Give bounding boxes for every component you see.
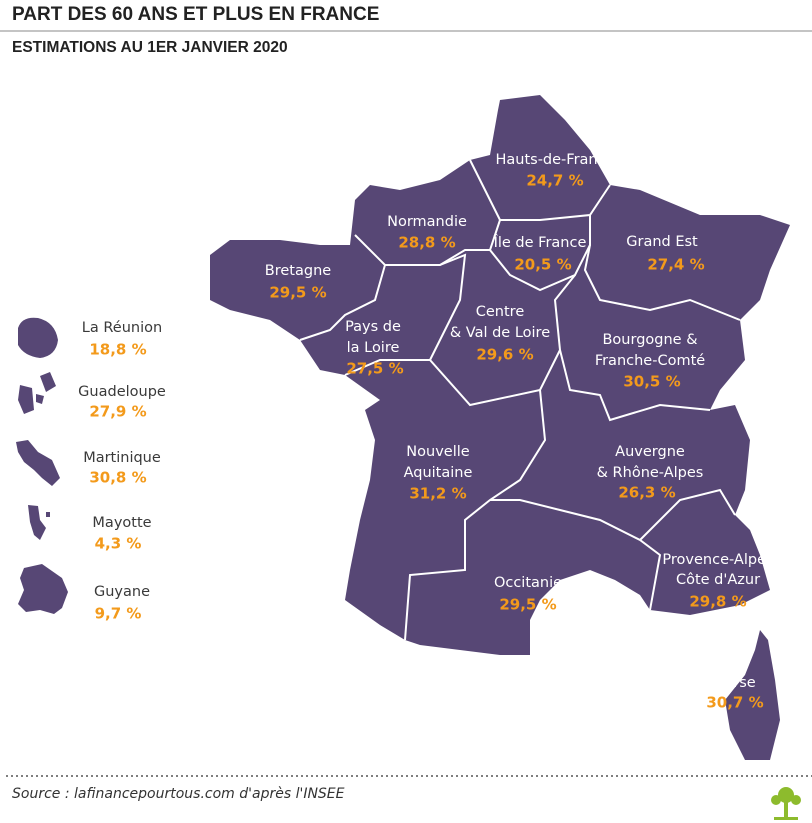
reunion-shape xyxy=(18,317,58,358)
region-value: 29,5 % xyxy=(499,596,556,614)
region-name: Centre xyxy=(476,304,525,320)
region-name: la Loire xyxy=(347,340,400,356)
region-name: Bretagne xyxy=(265,263,331,279)
title: PART DES 60 ANS ET PLUS EN FRANCE xyxy=(12,4,379,25)
region-name: Bourgogne & xyxy=(602,332,697,348)
overseas-value: 30,8 % xyxy=(89,469,146,487)
overseas-name: Mayotte xyxy=(92,515,151,531)
region-name: Pays de xyxy=(345,319,401,335)
region-name: Grand Est xyxy=(626,234,698,250)
region-name: Occitanie xyxy=(494,575,562,591)
region-name: Corse xyxy=(714,675,756,691)
overseas-value: 4,3 % xyxy=(95,535,142,553)
region-name: Normandie xyxy=(387,214,467,230)
region-name: Nouvelle xyxy=(406,444,469,460)
corsica xyxy=(725,630,780,760)
overseas-name: La Réunion xyxy=(82,320,162,336)
region-value: 31,2 % xyxy=(409,485,466,503)
region-borders xyxy=(299,159,741,641)
map xyxy=(210,95,790,760)
region-name: Hauts-de-France xyxy=(495,152,614,168)
region-value: 20,5 % xyxy=(514,256,571,274)
region-value: 30,7 % xyxy=(706,694,763,712)
subtitle: ESTIMATIONS AU 1ER JANVIER 2020 xyxy=(12,39,288,56)
region-value: 27,5 % xyxy=(346,360,403,378)
overseas-name: Guadeloupe xyxy=(78,384,166,400)
overseas-name: Guyane xyxy=(94,584,150,600)
overseas-name: Martinique xyxy=(83,450,161,466)
region-name: & Rhône-Alpes xyxy=(597,465,704,481)
region-value: 29,5 % xyxy=(269,284,326,302)
region-value: 29,8 % xyxy=(689,593,746,611)
mayotte-shape xyxy=(28,505,50,540)
region-value: 30,5 % xyxy=(623,373,680,391)
region-value: 26,3 % xyxy=(618,484,675,502)
guyane-shape xyxy=(18,564,68,614)
region-value: 24,7 % xyxy=(526,172,583,190)
source: Source : lafinancepourtous.com d'après l… xyxy=(12,786,345,802)
region-name: Auvergne xyxy=(615,444,685,460)
region-value: 29,6 % xyxy=(476,346,533,364)
overseas-value: 9,7 % xyxy=(95,605,142,623)
logo xyxy=(771,787,801,820)
overseas-value: 27,9 % xyxy=(89,403,146,421)
overseas-labels: La Réunion 18,8 % Guadeloupe 27,9 % Mart… xyxy=(78,320,166,623)
region-name: Aquitaine xyxy=(404,465,473,481)
region-name: Franche-Comté xyxy=(595,353,705,369)
region-name: Provence-Alpes xyxy=(662,552,773,568)
guadeloupe-shape xyxy=(18,372,56,414)
region-labels: Hauts-de-France 24,7 % Normandie 28,8 % … xyxy=(265,152,774,712)
overseas xyxy=(16,317,68,614)
region-name: Côte d'Azur xyxy=(676,572,760,588)
region-name: Île de France xyxy=(493,233,587,251)
region-value: 27,4 % xyxy=(647,256,704,274)
overseas-value: 18,8 % xyxy=(89,341,146,359)
region-name: & Val de Loire xyxy=(450,325,550,341)
martinique-shape xyxy=(16,440,60,486)
region-value: 28,8 % xyxy=(398,234,455,252)
mainland xyxy=(210,95,790,655)
